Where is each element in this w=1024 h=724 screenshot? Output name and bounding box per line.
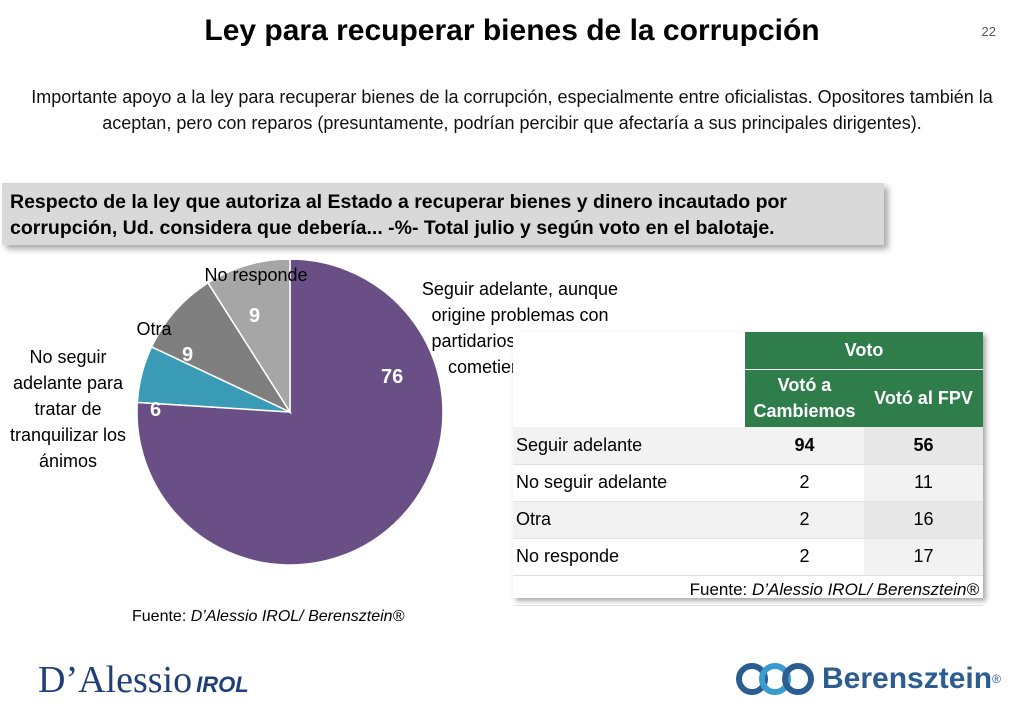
table-cell: 2	[745, 464, 864, 502]
table-cell: 11	[864, 464, 983, 502]
dalessio-logo: D’Alessio IROL	[38, 660, 249, 705]
table-cell: 94	[745, 427, 864, 465]
dalessio-logo-text: D’Alessio	[38, 659, 193, 701]
pie-source-prefix: Fuente:	[132, 608, 191, 625]
berensztein-logo-text: Berensztein	[822, 662, 993, 695]
page-subtitle: Importante apoyo a la ley para recuperar…	[31, 87, 993, 133]
pie-value-6: 6	[150, 399, 162, 421]
pie-value-9-no-responde: 9	[249, 305, 261, 327]
berensztein-reg-mark: ®	[992, 672, 1001, 686]
berensztein-mark-icon	[736, 663, 814, 695]
table-cell: 16	[864, 501, 983, 539]
pie-source: Fuente: D’Alessio IROL/ Berensztein®	[132, 608, 404, 626]
pie-label-no-seguir: No seguir adelante para tratar de tranqu…	[9, 347, 127, 471]
vote-table: Voto Votó a Cambiemos Votó al FPV Seguir…	[513, 332, 983, 606]
pie-value-9-otra: 9	[182, 344, 194, 366]
pie-label-no-responde: No responde	[204, 265, 308, 285]
table-cell: 17	[864, 538, 983, 576]
page-number: 22	[981, 24, 996, 39]
table-group-header: Voto	[745, 332, 983, 370]
table-row: Seguir adelante 94 56	[513, 427, 983, 465]
table-row-label: Seguir adelante	[513, 427, 745, 465]
table-col-header-fpv: Votó al FPV	[864, 369, 983, 427]
table-row-label: Otra	[513, 501, 745, 539]
table-cell: 2	[745, 501, 864, 539]
pie-label-otra: Otra	[136, 319, 172, 339]
table-row-label: No seguir adelante	[513, 464, 745, 502]
table-row: Otra 2 16	[513, 501, 983, 539]
pie-source-name: D’Alessio IROL/ Berensztein®	[190, 608, 405, 625]
page-title: Ley para recuperar bienes de la corrupci…	[204, 14, 820, 47]
pie-slice-no-responde	[206, 260, 291, 415]
pie-slice-otra	[150, 281, 293, 414]
table-source: Fuente: D’Alessio IROL/ Berensztein®	[513, 575, 983, 606]
pie-chart	[136, 260, 444, 566]
table-row: No seguir adelante 2 11	[513, 464, 983, 502]
table-source-name: D’Alessio IROL/ Berensztein®	[751, 580, 979, 599]
table-row: No responde 2 17	[513, 538, 983, 576]
table-col-header-cambiemos: Votó a Cambiemos	[745, 369, 864, 427]
question-box: Respecto de la ley que autoriza al Estad…	[2, 183, 884, 245]
pie-value-76: 76	[381, 366, 404, 388]
table-source-prefix: Fuente:	[689, 580, 752, 599]
table-corner-2	[513, 369, 745, 427]
table-cell: 56	[864, 427, 983, 465]
table-cell: 2	[745, 538, 864, 576]
irol-logo-text: IROL	[196, 672, 249, 697]
table-row-label: No responde	[513, 538, 745, 576]
table-corner	[513, 332, 745, 369]
berensztein-logo: Berensztein ®	[736, 662, 1001, 696]
